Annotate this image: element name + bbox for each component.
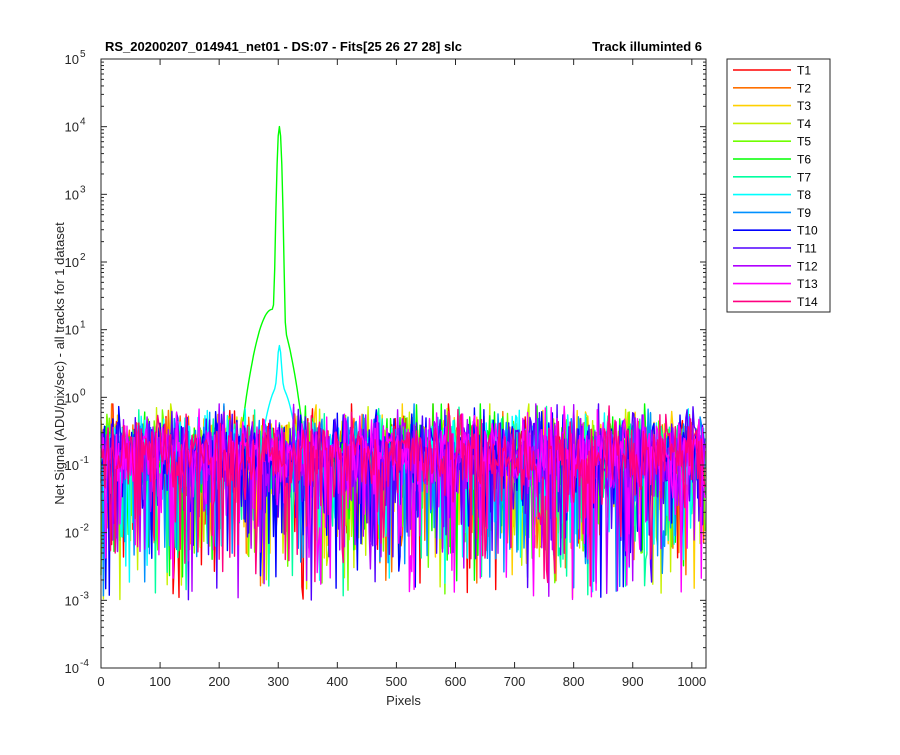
y-tick-exponent: -1 [80, 455, 89, 466]
y-tick-exponent: 2 [80, 252, 86, 263]
x-axis-label: Pixels [386, 693, 421, 708]
x-tick-label: 600 [445, 674, 467, 689]
x-tick-label: 100 [149, 674, 171, 689]
y-tick-label: 10 [65, 458, 79, 473]
y-tick-label: 10 [65, 255, 79, 270]
x-tick-label: 200 [208, 674, 230, 689]
x-tick-label: 900 [622, 674, 644, 689]
y-tick-label: 10 [65, 187, 79, 202]
legend-label-t10: T10 [797, 224, 818, 238]
x-tick-label: 1000 [677, 674, 706, 689]
y-tick-label: 10 [65, 661, 79, 676]
y-tick-exponent: -4 [80, 658, 89, 669]
legend-label-t4: T4 [797, 117, 811, 131]
y-tick-label: 10 [65, 120, 79, 135]
legend-label-t7: T7 [797, 170, 811, 184]
legend-label-t6: T6 [797, 153, 811, 167]
legend-label-t2: T2 [797, 81, 811, 95]
y-tick-exponent: 4 [80, 117, 86, 128]
legend-label-t14: T14 [797, 295, 818, 309]
y-tick-exponent: 0 [80, 387, 86, 398]
x-tick-label: 800 [563, 674, 585, 689]
chart-subtitle: Track illuminted 6 [592, 39, 702, 54]
y-tick-exponent: 1 [80, 320, 86, 331]
y-tick-label: 10 [65, 390, 79, 405]
legend-label-t13: T13 [797, 277, 818, 291]
y-tick-label: 10 [65, 593, 79, 608]
ticks-layer: 0 100 200 300 400 500 600 700 800 900 100010-410-3… [65, 49, 707, 689]
plot-frame [100, 58, 707, 669]
legend-label-t12: T12 [797, 259, 818, 273]
x-tick-label: 300 [267, 674, 289, 689]
series-line-t14 [100, 405, 706, 587]
y-tick-exponent: -2 [80, 523, 89, 534]
y-tick-exponent: -3 [80, 590, 89, 601]
y-tick-label: 10 [65, 526, 79, 541]
legend-label-t8: T8 [797, 188, 811, 202]
x-tick-label: 0 [97, 674, 104, 689]
y-tick-exponent: 5 [80, 49, 86, 60]
y-axis-label: Net Signal (ADU/pix/sec) - all tracks fo… [52, 222, 67, 505]
legend-label-t3: T3 [797, 99, 811, 113]
chart-title: RS_20200207_014941_net01 - DS:07 - Fits[… [105, 39, 462, 54]
legend-label-t5: T5 [797, 135, 811, 149]
legend-box [726, 58, 831, 313]
legend-label-t11: T11 [797, 242, 817, 256]
legend-label-t1: T1 [797, 64, 811, 78]
y-tick-label: 10 [65, 52, 79, 67]
x-tick-label: 400 [326, 674, 348, 689]
x-tick-label: 500 [386, 674, 408, 689]
legend-label-t9: T9 [797, 206, 811, 220]
y-tick-label: 10 [65, 323, 79, 338]
series-layer [100, 125, 706, 601]
x-tick-label: 700 [504, 674, 526, 689]
legend: T1 T2 T3 T4 T5 T6 T7 T8 T9 T10 T11 T12 T13 T14 [726, 58, 831, 313]
y-tick-exponent: 3 [80, 184, 86, 195]
